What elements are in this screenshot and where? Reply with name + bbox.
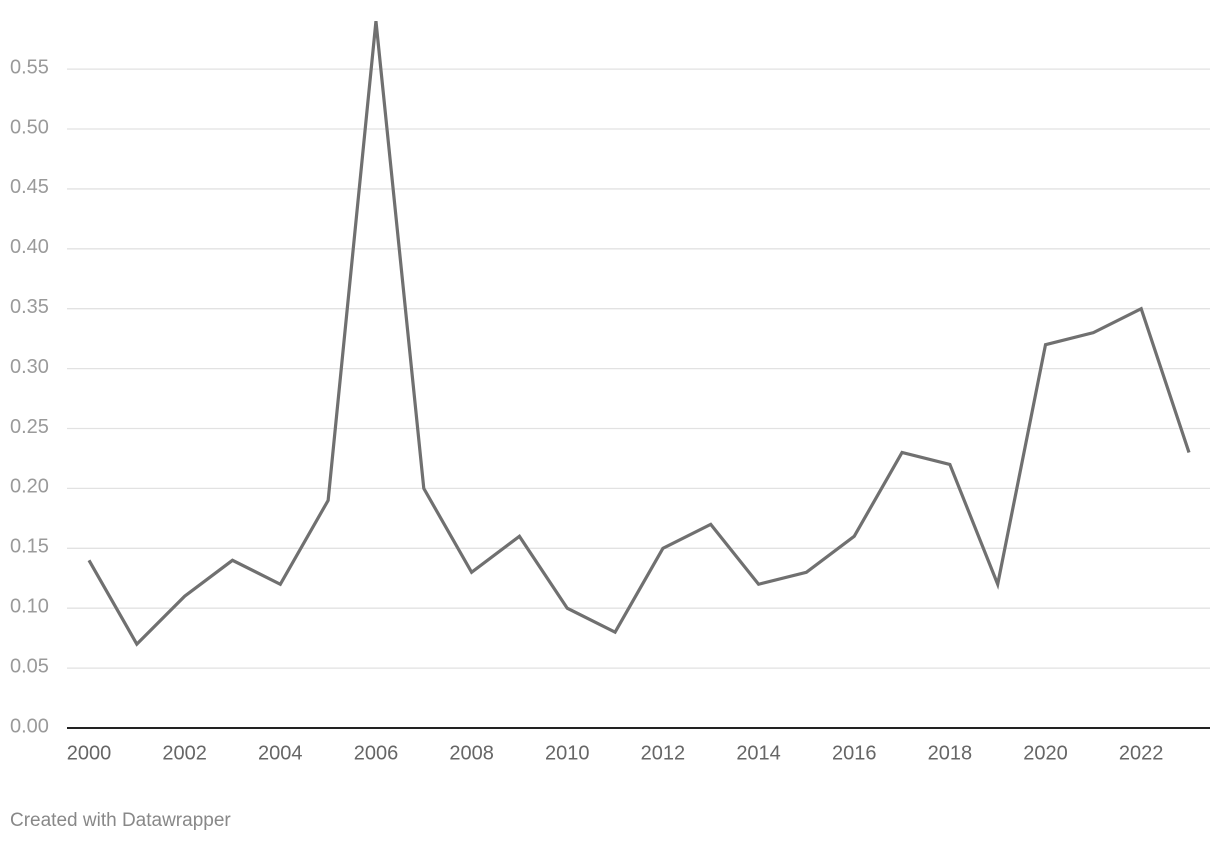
line — [87, 21, 1191, 647]
x-tick-label: 2022 — [1119, 742, 1164, 764]
y-tick-label: 0.35 — [10, 296, 49, 318]
x-tick-label: 2018 — [928, 742, 973, 764]
y-tick-label: 0.55 — [10, 56, 49, 78]
x-tick-label: 2000 — [67, 742, 112, 764]
y-tick-label: 0.25 — [10, 416, 49, 438]
x-tick-label: 2004 — [258, 742, 303, 764]
y-tick-label: 0.05 — [10, 655, 49, 677]
x-tick-label: 2002 — [162, 742, 207, 764]
y-tick-label: 0.20 — [10, 476, 49, 498]
y-tick-label: 0.00 — [10, 715, 49, 737]
x-tick-label: 2016 — [832, 742, 877, 764]
x-tick-label: 2006 — [354, 742, 399, 764]
x-tick-label: 2010 — [545, 742, 590, 764]
x-tick-label: 2014 — [736, 742, 781, 764]
x-tick-label: 2020 — [1023, 742, 1068, 764]
footer: Created with Datawrapper — [10, 810, 231, 831]
y-tick-label: 0.30 — [10, 356, 49, 378]
y-tick-label: 0.40 — [10, 236, 49, 258]
x-tick-label: 2008 — [449, 742, 494, 764]
y-tick-label: 0.50 — [10, 116, 49, 138]
x-tick-label: 2012 — [641, 742, 686, 764]
y-tick-label: 0.10 — [10, 595, 49, 617]
y-tick-label: 0.45 — [10, 176, 49, 198]
y-tick-label: 0.15 — [10, 536, 49, 558]
